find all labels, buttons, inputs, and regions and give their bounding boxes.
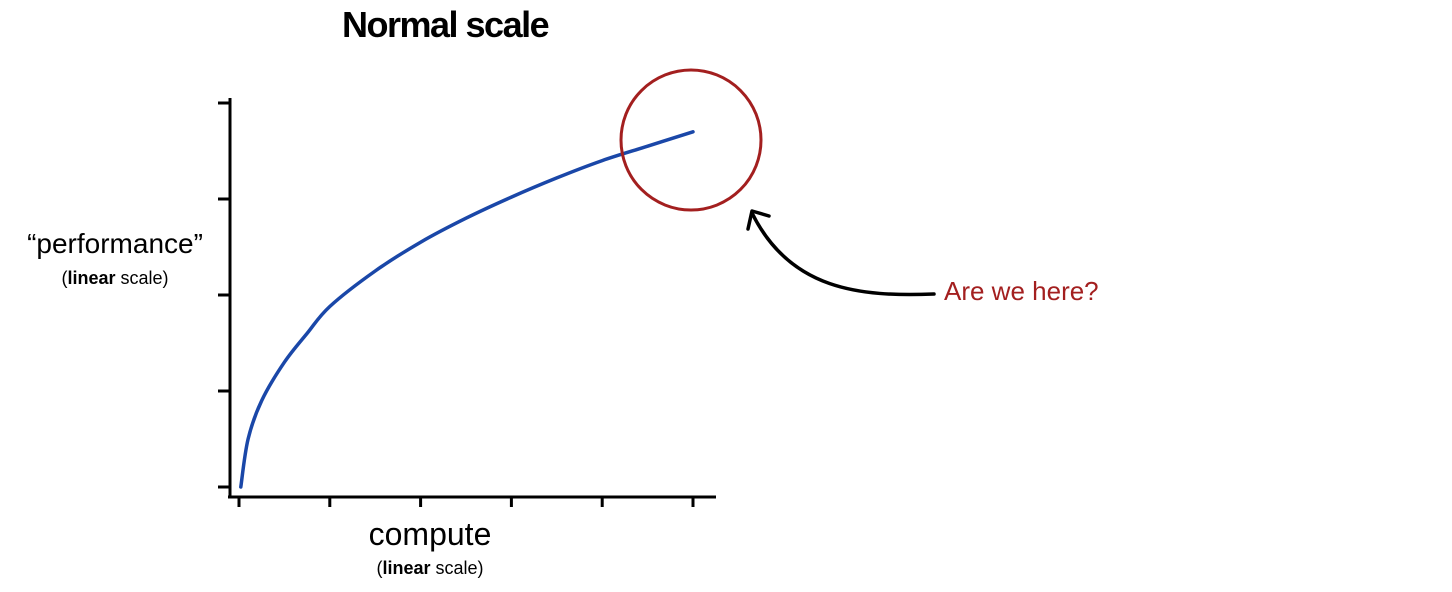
x-scale-rest: scale) xyxy=(430,558,484,578)
x-scale-bold: linear xyxy=(382,558,431,578)
x-scale-open: ( xyxy=(376,558,383,578)
highlight-circle xyxy=(619,68,763,212)
annotation-arrow-line xyxy=(750,211,936,297)
y-axis-label: “performance” xyxy=(27,228,203,259)
x-axis-scale-note: (linear scale) xyxy=(330,558,530,579)
ticks xyxy=(218,101,695,507)
series-line xyxy=(239,130,695,489)
y-axis-scale-note: (linear scale) xyxy=(10,268,220,289)
y-scale-open: ( xyxy=(61,268,68,288)
annotation-text: Are we here? xyxy=(944,276,1099,306)
chart-title: Normal scale xyxy=(342,4,550,45)
annotation-arrow-head xyxy=(746,209,771,231)
y-scale-rest: scale) xyxy=(115,268,169,288)
x-axis-label: compute xyxy=(368,516,492,552)
axes xyxy=(228,98,716,499)
y-scale-bold: linear xyxy=(67,268,116,288)
